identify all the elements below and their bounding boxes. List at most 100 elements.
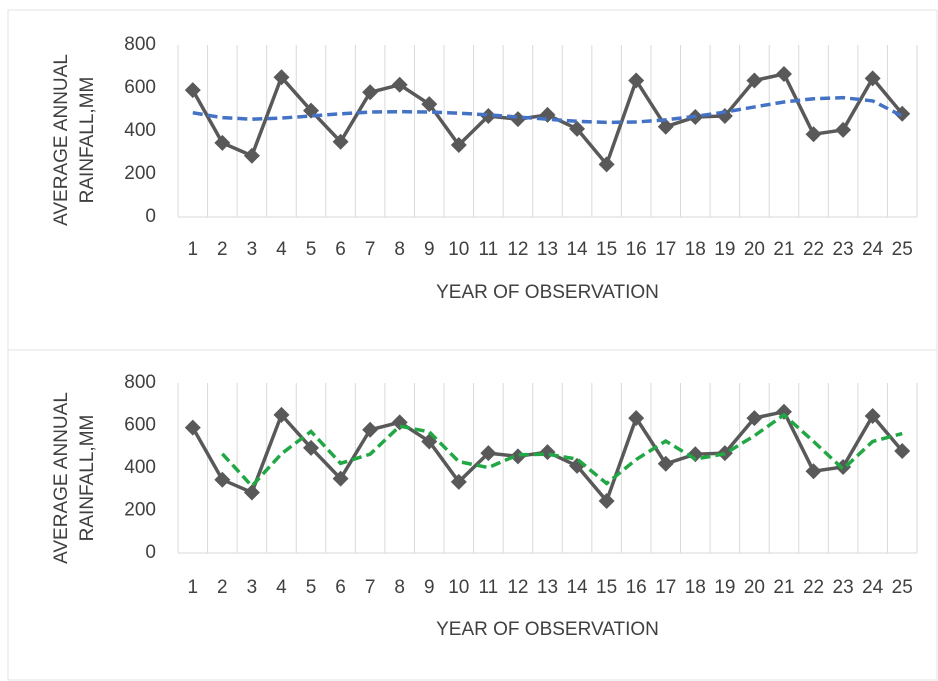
x-tick-label: 19 — [714, 577, 735, 598]
y-tick-label: 400 — [124, 120, 156, 141]
y-axis-title: RAINFALL,MM — [77, 77, 98, 204]
data-point — [805, 463, 822, 480]
x-tick-label: 2 — [217, 239, 228, 260]
y-tick-label: 0 — [145, 206, 156, 227]
y-tick-label: 400 — [124, 457, 156, 478]
x-tick-label: 17 — [655, 239, 676, 260]
x-tick-label: 3 — [247, 577, 258, 598]
x-tick-label: 18 — [685, 239, 706, 260]
data-point — [657, 455, 674, 472]
y-tick-label: 200 — [124, 163, 156, 184]
x-tick-label: 11 — [479, 239, 499, 260]
trend-line — [192, 95, 904, 125]
y-tick-label: 800 — [124, 34, 156, 55]
y-axis-title: AVERAGE ANNUAL — [51, 54, 72, 226]
x-tick-label: 21 — [773, 239, 794, 260]
x-tick-label: 13 — [537, 577, 558, 598]
data-point — [864, 407, 881, 424]
x-tick-label: 22 — [803, 239, 824, 260]
data-point — [894, 443, 911, 459]
x-tick-label: 4 — [276, 577, 287, 598]
data-point — [657, 118, 674, 135]
data-point — [332, 133, 349, 150]
data-point — [598, 492, 615, 509]
x-tick-label: 9 — [424, 577, 435, 598]
x-tick-label: 25 — [892, 239, 913, 260]
x-tick-label: 7 — [365, 239, 376, 260]
x-tick-label: 14 — [566, 239, 588, 260]
data-point — [362, 84, 379, 101]
x-tick-label: 22 — [803, 577, 824, 598]
x-tick-label: 3 — [247, 239, 258, 260]
x-tick-label: 4 — [276, 239, 287, 260]
data-point — [214, 471, 231, 488]
data-point — [421, 96, 438, 113]
x-tick-label: 12 — [507, 239, 528, 260]
data-point — [569, 120, 586, 137]
panel — [7, 349, 938, 681]
data-point — [391, 76, 408, 93]
data-point — [509, 448, 526, 465]
x-tick-label: 10 — [448, 577, 469, 598]
data-point — [273, 69, 290, 86]
y-tick-label: 800 — [124, 372, 156, 393]
x-tick-label: 21 — [773, 577, 794, 598]
x-tick-label: 24 — [862, 577, 884, 598]
x-tick-label: 2 — [217, 577, 228, 598]
x-tick-label: 16 — [626, 239, 647, 260]
data-point — [894, 105, 911, 122]
x-tick-label: 18 — [685, 577, 706, 598]
x-tick-label: 15 — [596, 239, 617, 260]
x-tick-label: 15 — [596, 577, 617, 598]
x-tick-label: 9 — [424, 239, 435, 260]
x-tick-label: 25 — [892, 577, 913, 598]
x-tick-label: 12 — [507, 577, 528, 598]
data-point — [775, 403, 792, 420]
data-point — [450, 473, 467, 490]
data-point — [746, 410, 763, 427]
x-tick-label: 14 — [566, 577, 588, 598]
x-tick-label: 20 — [744, 577, 765, 598]
y-tick-label: 0 — [145, 542, 156, 563]
data-point — [628, 410, 645, 427]
y-tick-label: 200 — [124, 500, 156, 521]
y-axis-title: AVERAGE ANNUAL — [51, 392, 72, 564]
x-tick-label: 8 — [394, 239, 405, 260]
data-point — [864, 70, 881, 87]
data-point — [746, 72, 763, 89]
x-axis-title: YEAR OF OBSERVATION — [436, 619, 659, 640]
data-point — [775, 66, 792, 83]
x-tick-label: 6 — [335, 577, 346, 598]
x-tick-label: 8 — [394, 577, 405, 598]
data-point — [835, 121, 852, 138]
x-tick-label: 23 — [833, 239, 854, 260]
data-point — [480, 107, 497, 124]
x-tick-label: 23 — [833, 577, 854, 598]
data-point — [273, 406, 290, 423]
y-tick-label: 600 — [124, 77, 156, 98]
x-tick-label: 19 — [714, 239, 735, 260]
x-tick-label: 5 — [306, 577, 317, 598]
x-tick-label: 6 — [335, 239, 346, 260]
data-point — [805, 126, 822, 143]
data-point — [332, 470, 349, 487]
data-point — [628, 72, 645, 89]
data-point — [184, 82, 201, 99]
x-tick-label: 20 — [744, 239, 765, 260]
x-tick-label: 10 — [448, 239, 469, 260]
x-axis-title: YEAR OF OBSERVATION — [436, 282, 659, 303]
data-point — [214, 134, 231, 151]
data-point — [716, 445, 733, 462]
y-axis-title: RAINFALL,MM — [77, 415, 98, 542]
data-point — [450, 136, 467, 153]
x-tick-label: 11 — [479, 577, 499, 598]
x-tick-label: 16 — [626, 577, 647, 598]
data-point — [362, 421, 379, 438]
data-point — [480, 445, 497, 462]
x-tick-label: 1 — [187, 239, 198, 260]
x-tick-label: 17 — [655, 577, 676, 598]
data-point — [539, 444, 556, 461]
data-point — [243, 484, 260, 501]
x-tick-label: 7 — [365, 577, 376, 598]
